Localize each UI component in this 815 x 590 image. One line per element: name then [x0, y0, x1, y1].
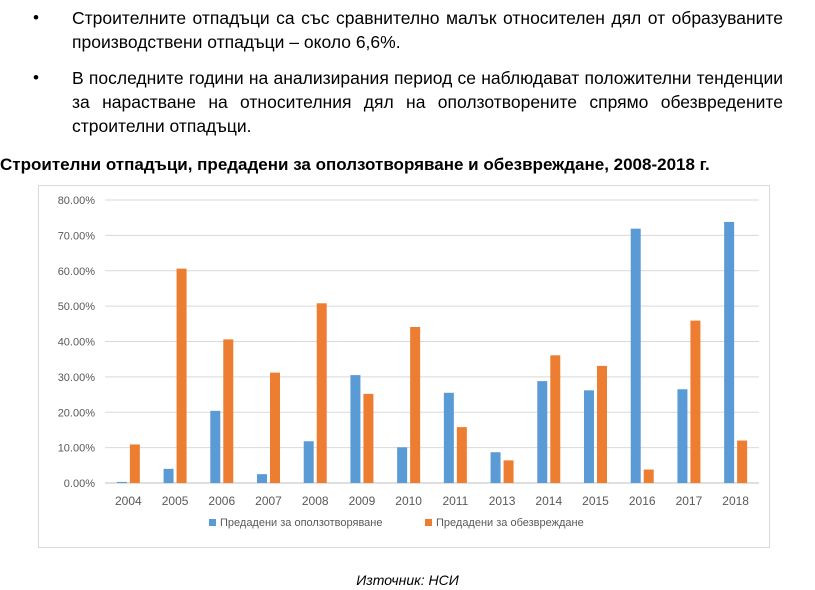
y-tick-label: 40.00% [58, 337, 96, 349]
bullet-dot: • [33, 8, 39, 27]
x-tick-label: 2005 [162, 494, 189, 508]
bullet-item-share: • Строителните отпадъци са със сравнител… [0, 6, 815, 54]
x-tick-label: 2013 [489, 494, 516, 508]
y-tick-label: 30.00% [58, 372, 96, 384]
bullet-text: Строителните отпадъци са със сравнително… [72, 8, 783, 52]
bar-disposal [223, 339, 234, 483]
bar-chart: 0.00% 10.00% 20.00% 30.00% 40.00% 50.00% 60.00… [58, 195, 759, 529]
x-tick-label: 2004 [115, 494, 142, 508]
bar-disposal [643, 469, 654, 483]
bar-disposal [363, 393, 374, 483]
x-tick-label: 2014 [535, 494, 562, 508]
bar-recovery [210, 410, 221, 483]
y-tick-label: 0.00% [64, 478, 95, 490]
bar-recovery [303, 441, 314, 483]
x-tick-label: 2015 [582, 494, 609, 508]
bullet-text: В последните години на анализирания пери… [72, 68, 783, 136]
bullet-dot: • [33, 68, 39, 87]
legend-swatch [425, 519, 432, 526]
bar-recovery [350, 375, 361, 483]
bar-recovery [257, 474, 267, 483]
bar-disposal [597, 365, 607, 483]
bar-disposal [690, 320, 701, 483]
source-note: Източник: НСИ [356, 572, 459, 588]
bar-recovery [584, 390, 594, 483]
x-tick-label: 2017 [676, 494, 703, 508]
bar-recovery [724, 221, 735, 483]
legend-label: Предадени за оползотворяване [220, 517, 383, 529]
y-tick-label: 50.00% [58, 301, 96, 313]
bar-recovery [630, 228, 641, 483]
chart-frame: 0.00% 10.00% 20.00% 30.00% 40.00% 50.00% 60.00… [38, 185, 770, 548]
bar-recovery [397, 447, 408, 483]
bar-disposal [456, 427, 467, 483]
x-tick-label: 2009 [349, 494, 376, 508]
bar-recovery [537, 381, 548, 483]
legend-swatch [209, 519, 216, 526]
bar-recovery [443, 392, 454, 483]
bar-recovery [677, 389, 688, 483]
y-tick-label: 70.00% [58, 230, 96, 242]
bar-disposal [316, 303, 327, 483]
bar-recovery [163, 468, 174, 483]
x-tick-label: 2018 [722, 494, 749, 508]
bullet-item-trend: • В последните години на анализирания пе… [0, 66, 815, 138]
bar-disposal [737, 440, 748, 483]
y-tick-label: 10.00% [58, 443, 96, 455]
x-tick-label: 2016 [629, 494, 656, 508]
chart-title: Строителни отпадъци, предадени за оползо… [0, 155, 710, 174]
bar-recovery [116, 481, 127, 483]
bar-disposal [176, 268, 187, 483]
y-tick-label: 20.00% [58, 407, 96, 419]
x-tick-label: 2007 [255, 494, 282, 508]
bar-disposal [503, 460, 514, 483]
y-tick-label: 60.00% [58, 266, 96, 278]
x-tick-label: 2006 [208, 494, 235, 508]
x-tick-label: 2011 [442, 494, 468, 508]
bar-disposal [270, 372, 280, 483]
x-tick-label: 2010 [395, 494, 422, 508]
x-tick-label: 2008 [302, 494, 329, 508]
bar-disposal [550, 355, 561, 483]
bar-disposal [410, 326, 421, 483]
bar-disposal [129, 444, 140, 483]
bar-recovery [490, 452, 501, 483]
bullet-list: • Строителните отпадъци са със сравнител… [0, 6, 815, 138]
y-tick-label: 80.00% [58, 195, 96, 207]
legend-label: Предадени за обезвреждане [436, 517, 584, 529]
